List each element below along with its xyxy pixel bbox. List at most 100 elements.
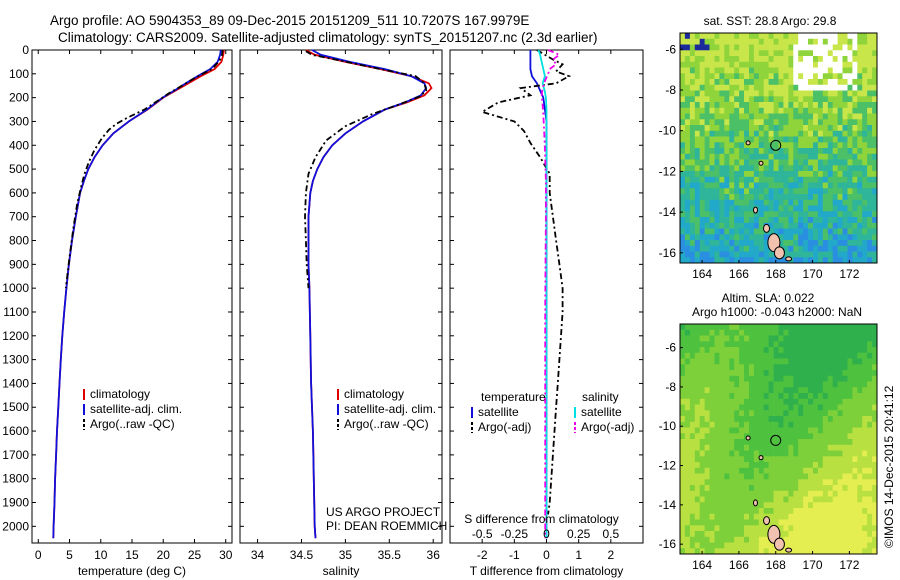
heatmap-cell <box>684 211 691 218</box>
heatmap-cell <box>749 347 755 354</box>
heatmap-cell <box>862 404 868 411</box>
heatmap-cell <box>808 251 814 258</box>
heatmap-cell <box>724 364 730 371</box>
heatmap-cell <box>832 421 838 428</box>
heatmap-cell <box>852 525 858 532</box>
heatmap-cell <box>719 222 725 229</box>
heatmap-cell <box>813 393 819 400</box>
heatmap-cell <box>847 370 853 377</box>
heatmap-cell <box>872 159 878 166</box>
heatmap-cell <box>734 33 740 40</box>
heatmap-cell <box>872 182 878 189</box>
heatmap-cell <box>783 102 789 109</box>
heatmap-cell <box>837 234 843 241</box>
heatmap-cell <box>719 136 725 143</box>
heatmap-cell <box>704 245 710 252</box>
heatmap-cell <box>862 245 868 252</box>
heatmap-cell <box>729 107 735 114</box>
heatmap-cell <box>689 113 696 120</box>
heatmap-cell <box>852 381 858 388</box>
heatmap-cell <box>768 335 774 342</box>
heatmap-cell <box>724 130 730 137</box>
heatmap-cell <box>719 38 725 45</box>
heatmap-cell <box>739 387 745 394</box>
heatmap-cell <box>867 473 873 480</box>
heatmap-cell <box>729 347 735 354</box>
heatmap-cell <box>817 324 824 331</box>
heatmap-cell <box>684 194 691 201</box>
heatmap-cell <box>724 107 730 114</box>
heatmap-cell <box>753 84 760 91</box>
heatmap-cell <box>817 222 824 229</box>
heatmap-cell <box>694 473 701 480</box>
heatmap-cell <box>680 456 686 463</box>
heatmap-cell <box>867 387 873 394</box>
heatmap-cell <box>783 84 789 91</box>
heatmap-cell <box>862 205 868 212</box>
heatmap-cell <box>773 61 779 68</box>
heatmap-cell <box>867 508 873 515</box>
heatmap-cell <box>837 240 843 247</box>
heatmap-cell <box>763 79 769 86</box>
heatmap-cell <box>773 358 779 365</box>
heatmap-cell <box>734 61 740 68</box>
heatmap-cell <box>847 421 853 428</box>
heatmap-cell <box>699 536 705 543</box>
heatmap-cell <box>847 79 853 86</box>
heatmap-cell <box>689 90 696 97</box>
x-axis-label: salinity <box>323 564 360 578</box>
heatmap-cell <box>832 444 838 451</box>
heatmap-cell <box>842 257 848 264</box>
heatmap-cell <box>822 416 829 423</box>
heatmap-cell <box>788 347 794 354</box>
heatmap-cell <box>739 341 745 348</box>
heatmap-cell <box>788 194 794 201</box>
heatmap-cell <box>857 79 863 86</box>
heatmap-cell <box>832 375 838 382</box>
heatmap-cell <box>808 102 814 109</box>
heatmap-cell <box>798 324 804 331</box>
heatmap-cell <box>793 467 799 474</box>
x-tick-label: 2 <box>607 548 614 562</box>
heatmap-cell <box>788 542 794 549</box>
heatmap-cell <box>837 176 843 183</box>
heatmap-cell <box>763 416 769 423</box>
heatmap-cell <box>699 199 705 206</box>
heatmap-cell <box>729 171 735 178</box>
heatmap-cell <box>827 364 834 371</box>
header-climatology-line: Climatology: CARS2009. Satellite-adjuste… <box>58 30 598 45</box>
heatmap-cell <box>817 358 824 365</box>
heatmap-cell <box>699 519 705 526</box>
heatmap-cell <box>783 205 789 212</box>
heatmap-cell <box>857 102 863 109</box>
heatmap-cell <box>847 456 853 463</box>
heatmap-cell <box>842 211 848 218</box>
heatmap-cell <box>798 519 804 526</box>
heatmap-cell <box>808 107 814 114</box>
heatmap-cell <box>832 182 838 189</box>
heatmap-cell <box>808 341 814 348</box>
heatmap-cell <box>808 113 814 120</box>
heatmap-cell <box>803 148 809 155</box>
y-tick-label: 800 <box>9 234 29 248</box>
heatmap-cell <box>793 38 799 45</box>
heatmap-cell <box>783 508 789 515</box>
heatmap-cell <box>773 153 779 160</box>
heatmap-cell <box>872 165 878 172</box>
heatmap-cell <box>699 398 705 405</box>
heatmap-cell <box>783 513 789 520</box>
heatmap-cell <box>714 439 720 446</box>
heatmap-cell <box>694 444 701 451</box>
heatmap-cell <box>684 130 691 137</box>
heatmap-cell <box>768 473 774 480</box>
heatmap-cell <box>817 485 824 492</box>
heatmap-cell <box>729 479 735 486</box>
heatmap-cell <box>872 404 878 411</box>
heatmap-cell <box>813 387 819 394</box>
heatmap-cell <box>680 329 686 336</box>
heatmap-cell <box>709 222 715 229</box>
heatmap-cell <box>847 44 853 51</box>
heatmap-cell <box>827 502 834 509</box>
heatmap-cell <box>852 67 858 74</box>
heatmap-cell <box>857 67 863 74</box>
